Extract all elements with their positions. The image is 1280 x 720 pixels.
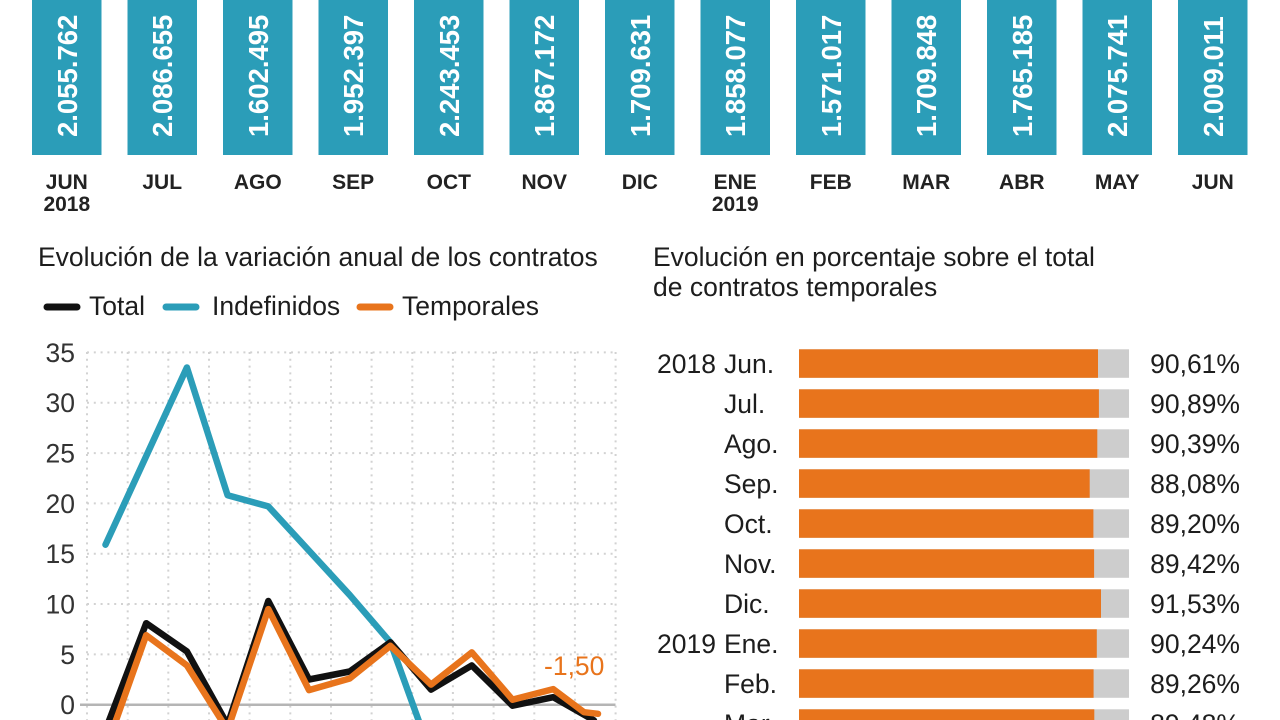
svg-text:15: 15 (46, 539, 75, 569)
svg-text:Indefinidos: Indefinidos (212, 291, 340, 321)
svg-text:1.602.495: 1.602.495 (243, 15, 274, 137)
svg-text:90,24%: 90,24% (1150, 629, 1240, 659)
svg-text:MAY: MAY (1095, 171, 1140, 194)
svg-text:91,53%: 91,53% (1150, 589, 1240, 619)
svg-text:Sep.: Sep. (724, 469, 779, 499)
svg-text:NOV: NOV (521, 171, 567, 194)
svg-text:89,42%: 89,42% (1150, 549, 1240, 579)
svg-text:FEB: FEB (810, 171, 852, 194)
svg-text:1.709.848: 1.709.848 (911, 15, 942, 137)
svg-text:1.571.017: 1.571.017 (816, 15, 847, 137)
svg-text:AGO: AGO (234, 171, 282, 194)
svg-text:2018: 2018 (657, 349, 716, 379)
svg-text:de contratos temporales: de contratos temporales (653, 272, 937, 302)
svg-text:90,89%: 90,89% (1150, 389, 1240, 419)
svg-text:Feb.: Feb. (724, 669, 777, 699)
svg-text:20: 20 (46, 489, 75, 519)
svg-text:DIC: DIC (622, 171, 658, 194)
svg-text:Temporales: Temporales (402, 291, 539, 321)
svg-text:Total: Total (89, 291, 145, 321)
svg-text:JUN: JUN (1192, 171, 1234, 194)
svg-text:25: 25 (46, 439, 75, 469)
svg-text:35: 35 (46, 338, 75, 368)
svg-text:Dic.: Dic. (724, 589, 770, 619)
svg-text:2019: 2019 (657, 629, 716, 659)
svg-text:Jul.: Jul. (724, 389, 765, 419)
svg-text:2.055.762: 2.055.762 (52, 15, 83, 137)
svg-text:2.243.453: 2.243.453 (434, 15, 465, 137)
svg-text:1.709.631: 1.709.631 (625, 15, 656, 137)
svg-text:1.952.397: 1.952.397 (338, 15, 369, 137)
svg-text:2018: 2018 (43, 193, 90, 216)
svg-text:Evolución de la variación anua: Evolución de la variación anual de los c… (38, 242, 598, 272)
svg-text:Ago.: Ago. (724, 429, 779, 459)
svg-text:OCT: OCT (427, 171, 472, 194)
svg-text:2.075.741: 2.075.741 (1102, 15, 1133, 137)
svg-text:0: 0 (60, 690, 75, 720)
svg-text:90,61%: 90,61% (1150, 349, 1240, 379)
svg-text:2.086.655: 2.086.655 (147, 15, 178, 137)
svg-text:1.867.172: 1.867.172 (529, 15, 560, 137)
svg-text:ABR: ABR (999, 171, 1045, 194)
svg-text:Ene.: Ene. (724, 629, 779, 659)
svg-text:89,20%: 89,20% (1150, 509, 1240, 539)
svg-text:89,48%: 89,48% (1150, 709, 1240, 720)
svg-text:90,39%: 90,39% (1150, 429, 1240, 459)
svg-text:Oct.: Oct. (724, 509, 773, 539)
svg-text:89,26%: 89,26% (1150, 669, 1240, 699)
svg-text:JUN: JUN (46, 171, 88, 194)
svg-text:-1,50: -1,50 (544, 651, 604, 681)
svg-text:88,08%: 88,08% (1150, 469, 1240, 499)
svg-text:Nov.: Nov. (724, 549, 777, 579)
svg-text:1.858.077: 1.858.077 (720, 15, 751, 137)
svg-text:30: 30 (46, 388, 75, 418)
svg-text:ENE: ENE (714, 171, 757, 194)
svg-text:5: 5 (60, 640, 75, 670)
svg-text:Evolución en porcentaje sobre: Evolución en porcentaje sobre el total (653, 242, 1095, 272)
svg-text:10: 10 (46, 590, 75, 620)
svg-text:Mar.: Mar. (724, 709, 776, 720)
svg-text:JUL: JUL (142, 171, 182, 194)
svg-text:1.765.185: 1.765.185 (1007, 15, 1038, 137)
svg-text:SEP: SEP (332, 171, 374, 194)
svg-text:2.009.011: 2.009.011 (1198, 16, 1229, 137)
svg-text:2019: 2019 (712, 193, 759, 216)
svg-text:Jun.: Jun. (724, 349, 774, 379)
svg-text:MAR: MAR (902, 171, 950, 194)
